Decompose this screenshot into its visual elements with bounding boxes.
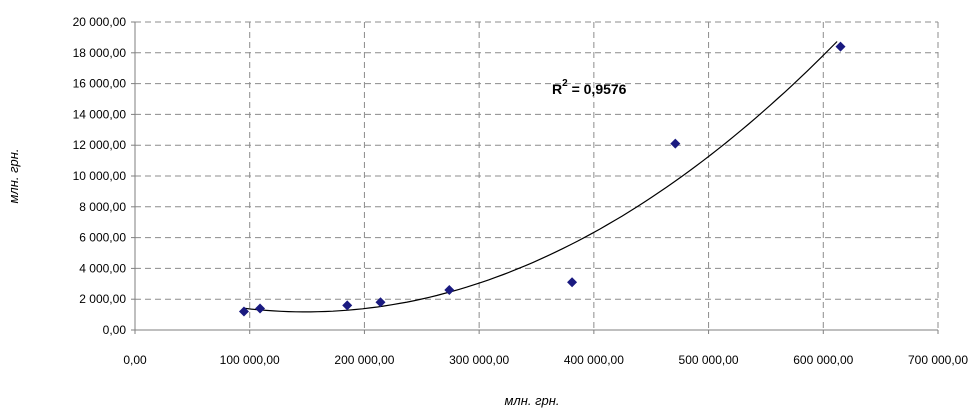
x-tick-label: 500 000,00 [679, 353, 739, 367]
y-tick-label: 12 000,00 [73, 138, 127, 152]
x-tick-label: 0,00 [123, 353, 147, 367]
x-tick-label: 100 000,00 [220, 353, 280, 367]
data-points [238, 41, 846, 317]
y-tick-label: 0,00 [103, 323, 127, 337]
y-tick-label: 20 000,00 [73, 15, 127, 29]
data-point [835, 41, 846, 52]
y-tick-label: 4 000,00 [79, 261, 126, 275]
y-tick-label: 18 000,00 [73, 46, 127, 60]
data-point [238, 306, 249, 317]
x-tick-label: 400 000,00 [564, 353, 624, 367]
y-tick-label: 10 000,00 [73, 169, 127, 183]
x-tick-label: 200 000,00 [334, 353, 394, 367]
y-tick-label: 16 000,00 [73, 77, 127, 91]
x-axis-label: млн. грн. [504, 393, 559, 408]
y-axis-label: млн. грн. [6, 148, 21, 203]
y-tick-labels: 0,00 2 000,00 4 000,00 6 000,00 8 000,00 10 0… [73, 15, 127, 337]
data-point [255, 303, 266, 314]
r-squared-annotation: R2 = 0,9576 [552, 78, 627, 97]
y-tick-label: 14 000,00 [73, 107, 127, 121]
trendline [243, 41, 838, 313]
x-tick-label: 700 000,00 [908, 353, 968, 367]
y-tick-label: 8 000,00 [79, 200, 126, 214]
x-tick-label: 300 000,00 [449, 353, 509, 367]
data-point [375, 297, 386, 308]
axes [134, 22, 938, 331]
y-tick-label: 2 000,00 [79, 292, 126, 306]
y-tick-label: 6 000,00 [79, 231, 126, 245]
x-tick-labels: 0,00 100 000,00 200 000,00 300 000,00 400 00… [123, 353, 968, 367]
grid-lines [131, 21, 939, 334]
data-point [670, 138, 681, 149]
data-point [342, 300, 353, 311]
x-tick-label: 600 000,00 [793, 353, 853, 367]
data-point [444, 284, 455, 295]
data-point [567, 277, 578, 288]
